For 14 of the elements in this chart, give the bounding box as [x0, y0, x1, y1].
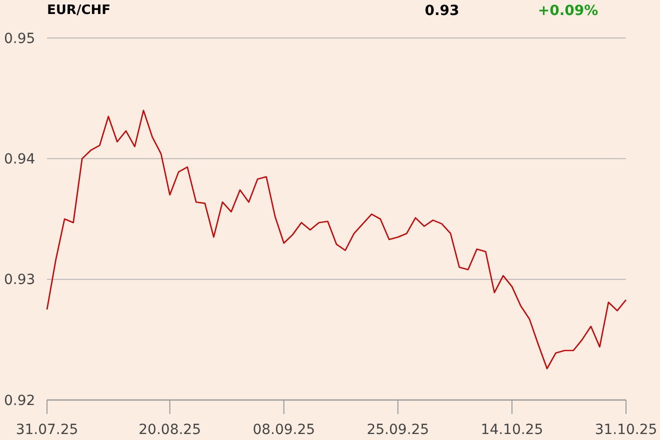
y-tick-label: 0.92 [4, 392, 36, 409]
text: 0.93 [424, 3, 460, 19]
x-tick-label: 31.07.25 [16, 422, 78, 438]
x-tick-label: 31.10.25 [594, 422, 658, 438]
y-tick-label: 0.95 [4, 30, 36, 47]
x-tick-label: 08.09.25 [252, 422, 316, 438]
x-tick-label: 25.09.25 [366, 422, 430, 438]
x-tick-label: 14.10.25 [480, 422, 544, 438]
y-tick-label: 0.93 [4, 272, 36, 288]
line-series [46, 110, 627, 370]
x-tick-label: 20.08.25 [138, 422, 201, 438]
text: +0.09% [538, 3, 598, 19]
y-tick-label: 0.94 [4, 152, 36, 168]
chart-title: EUR/CHF [47, 3, 110, 18]
